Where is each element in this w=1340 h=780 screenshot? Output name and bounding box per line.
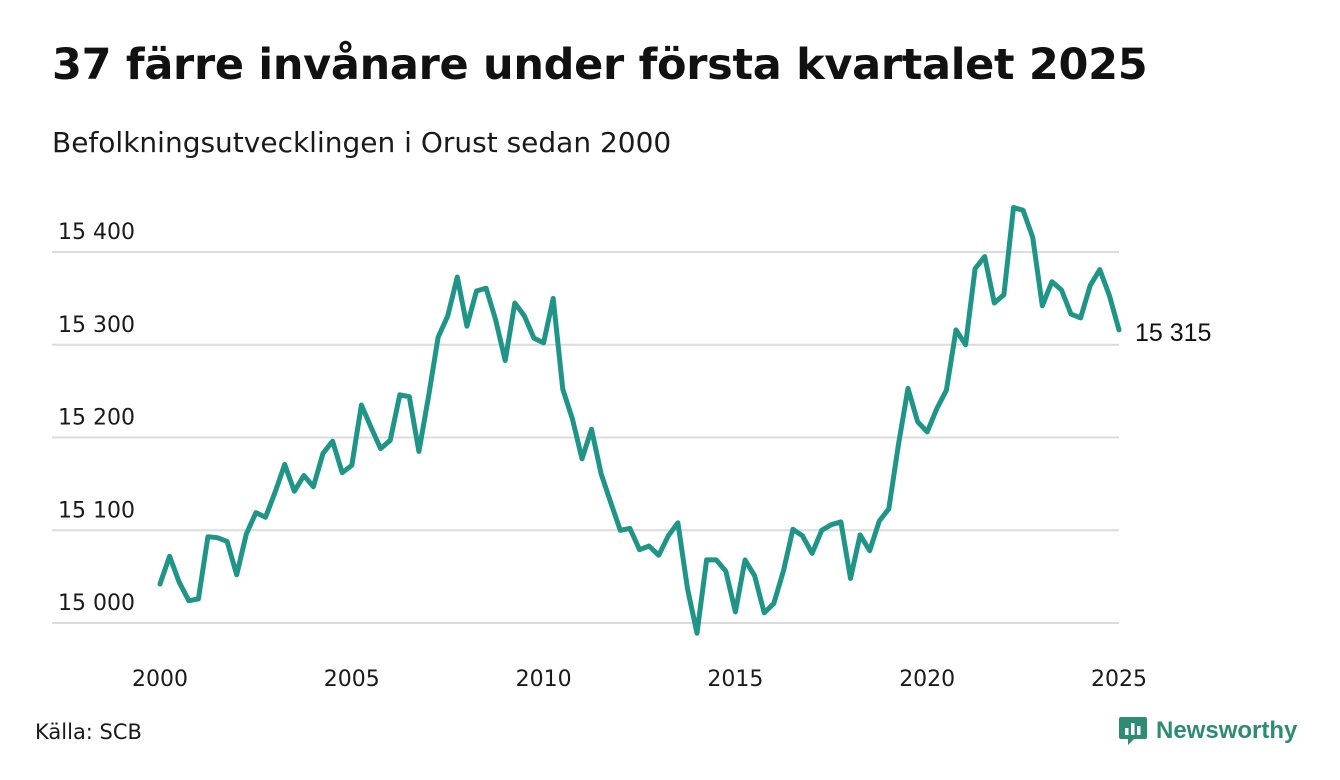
series-line	[157, 205, 1122, 636]
x-tick-label: 2015	[707, 667, 763, 692]
source-label: Källa: SCB	[35, 720, 142, 744]
x-tick-label: 2005	[324, 667, 380, 692]
newsworthy-logo-icon	[1119, 717, 1147, 745]
grid-lines	[52, 251, 1119, 624]
y-tick-label: 15 000	[58, 591, 135, 616]
end-value-label: 15 315	[1135, 319, 1211, 347]
x-tick-label: 2000	[132, 667, 188, 692]
y-tick-label: 15 200	[58, 406, 135, 431]
x-tick-label: 2010	[516, 667, 572, 692]
y-tick-label: 15 100	[58, 498, 135, 523]
x-axis-labels: 2000 2005 2010 2015 2020 2025	[132, 667, 1147, 692]
y-tick-label: 15 300	[58, 313, 135, 338]
chart-title: 37 färre invånare under första kvartalet…	[52, 40, 1148, 90]
y-axis-labels: 15 000 15 100 15 200 15 300 15 400	[58, 220, 135, 616]
x-tick-label: 2020	[899, 667, 955, 692]
y-tick-label: 15 400	[58, 220, 135, 245]
x-tick-label: 2025	[1091, 667, 1147, 692]
newsworthy-logo: Newsworthy	[1118, 715, 1297, 747]
series-group	[157, 205, 1122, 636]
chart-subtitle: Befolkningsutvecklingen i Orust sedan 20…	[52, 126, 672, 159]
newsworthy-logo-text: Newsworthy	[1156, 717, 1298, 744]
